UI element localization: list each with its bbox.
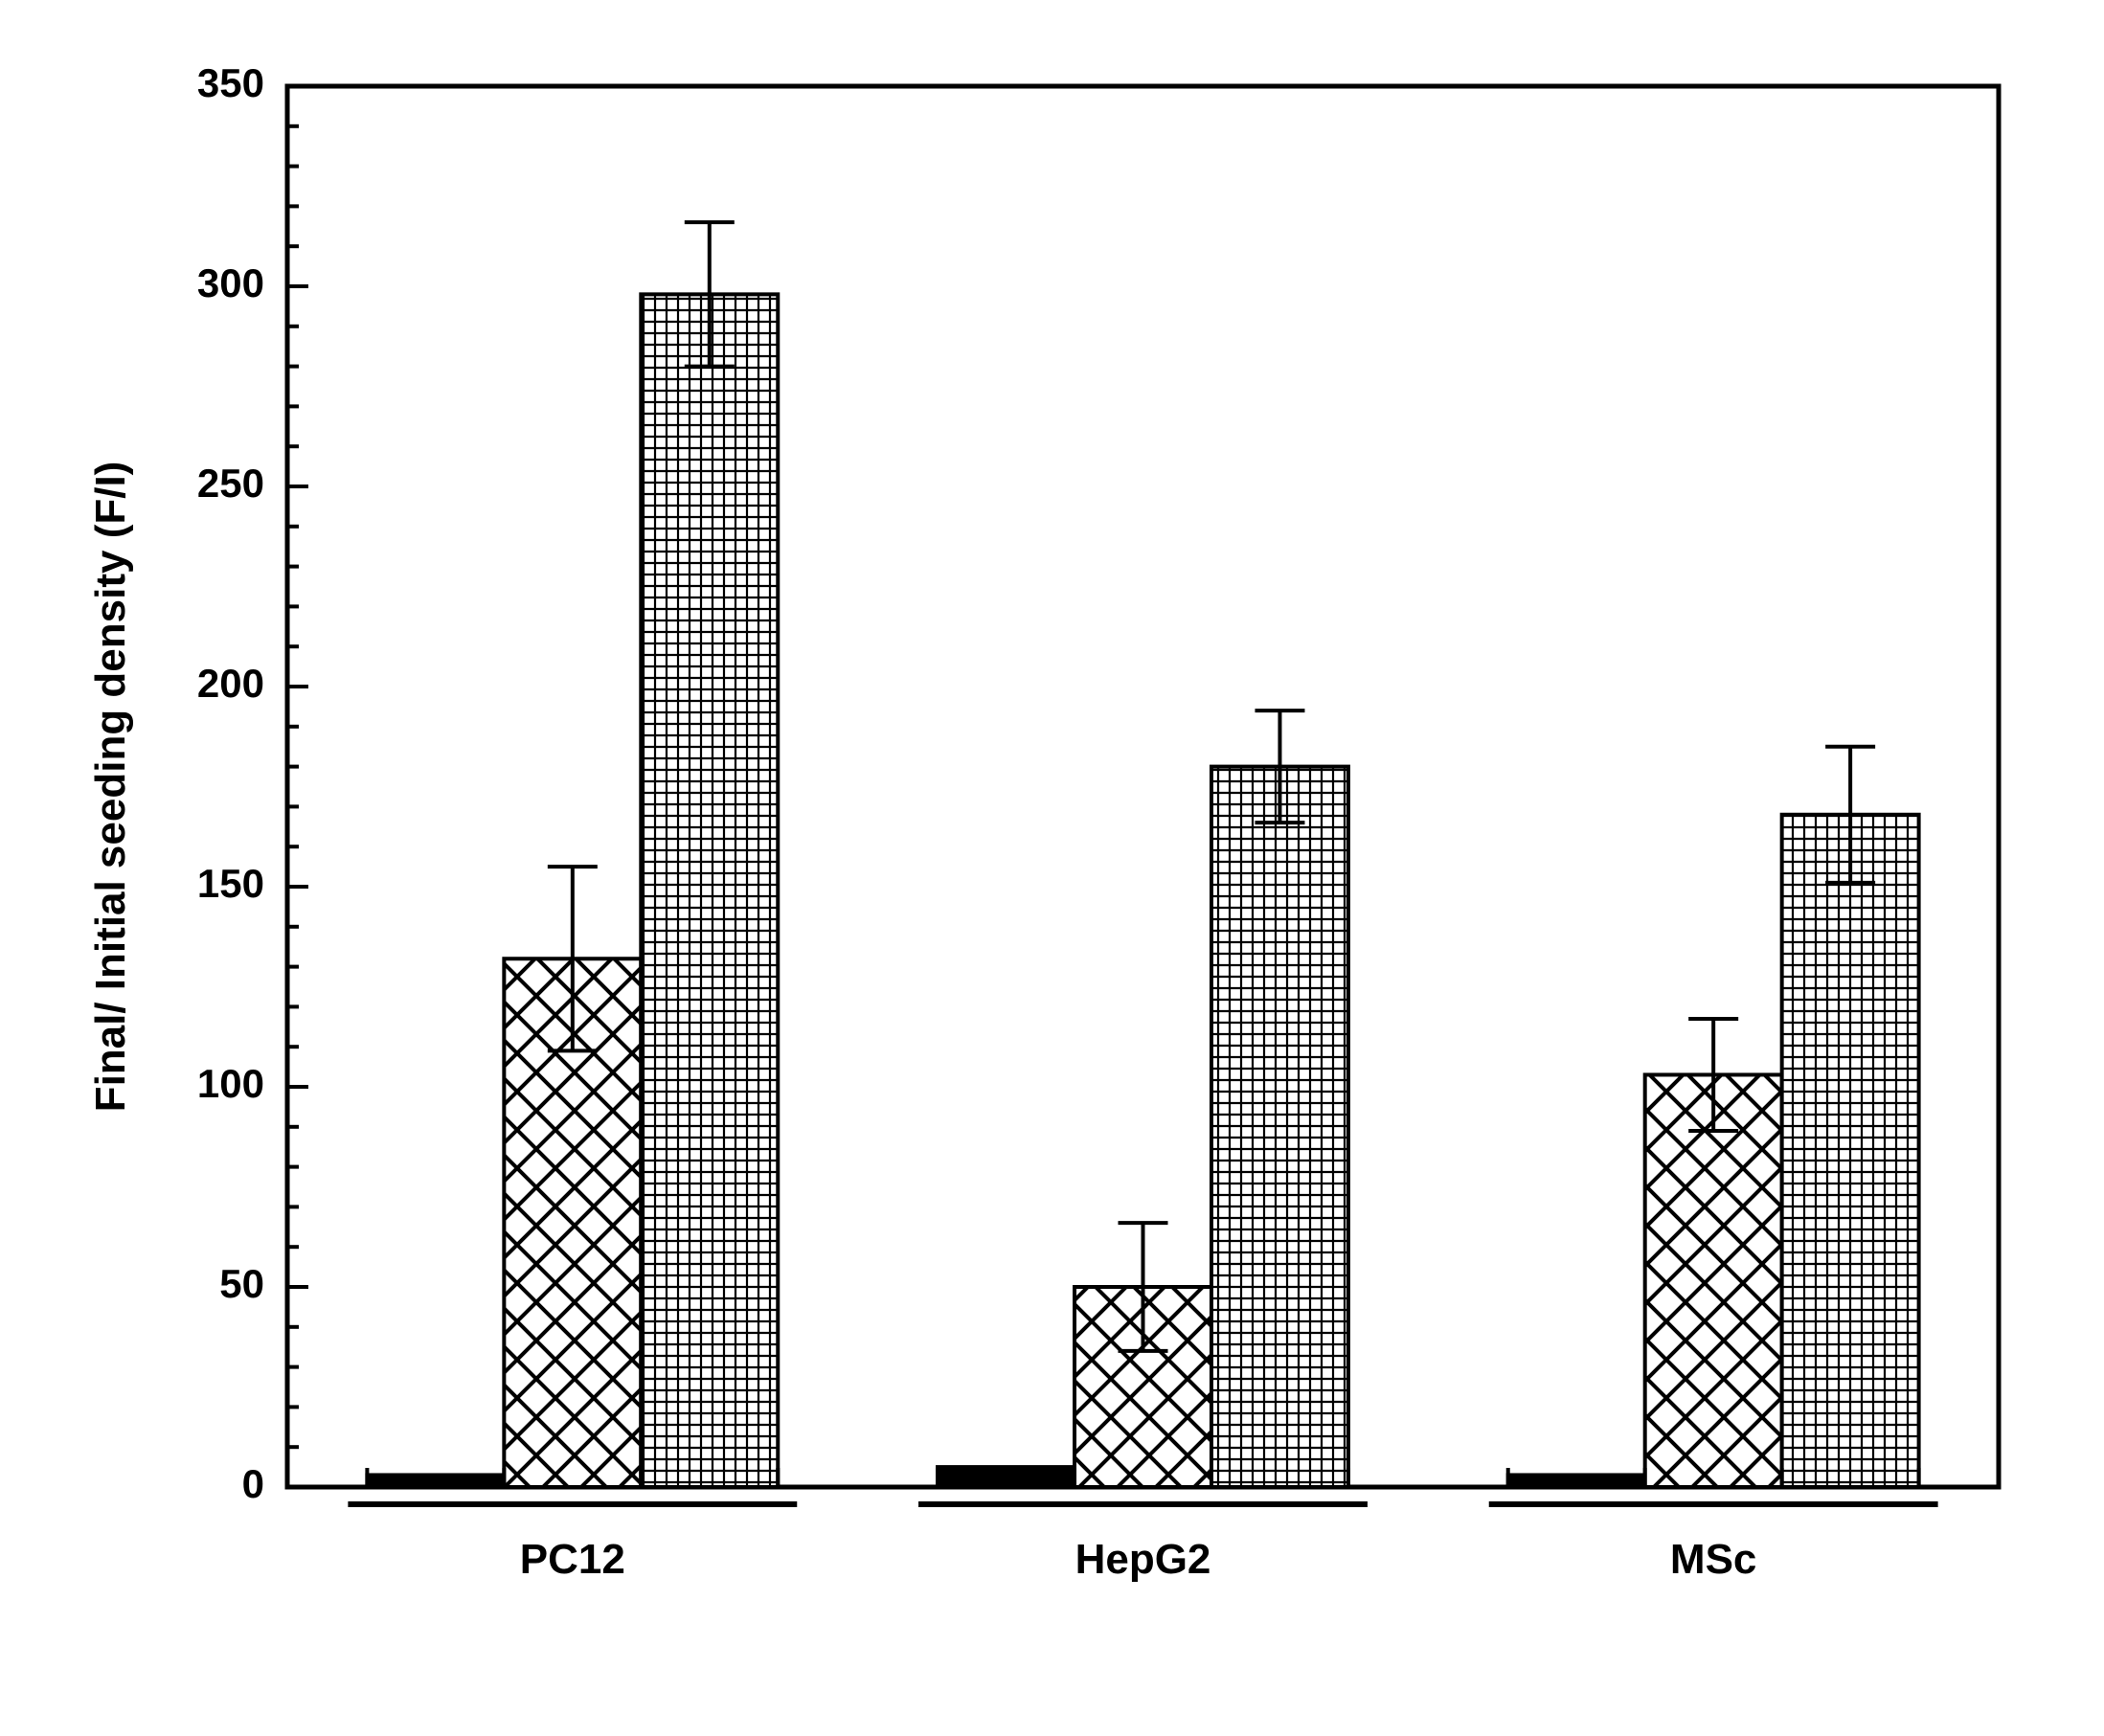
- y-axis-label: Final/ Initial seeding density (F/I): [87, 462, 134, 1113]
- y-tick-label: 300: [197, 260, 264, 305]
- x-category-label: PC12: [520, 1536, 625, 1583]
- bar-chart: 0 50 100 150 200 250 300 350 Final/ Initial seed…: [0, 0, 2104, 1736]
- bar: [641, 294, 778, 1487]
- y-tick-label: 250: [197, 461, 264, 506]
- y-tick-label: 100: [197, 1061, 264, 1106]
- chart-container: 0 50 100 150 200 250 300 350 Final/ Initial seed…: [0, 0, 2104, 1736]
- y-tick-label: 350: [197, 60, 264, 105]
- bar: [938, 1467, 1075, 1487]
- bar: [1211, 767, 1348, 1487]
- y-tick-label: 50: [219, 1261, 264, 1306]
- x-category-label: MSc: [1670, 1536, 1756, 1583]
- bar: [1508, 1475, 1645, 1487]
- bar: [1782, 815, 1919, 1487]
- bar: [367, 1475, 504, 1487]
- x-category-label: HepG2: [1075, 1536, 1211, 1583]
- y-tick-label: 0: [242, 1461, 264, 1506]
- y-tick-label: 150: [197, 861, 264, 906]
- bar: [1645, 1074, 1782, 1487]
- y-tick-label: 200: [197, 661, 264, 706]
